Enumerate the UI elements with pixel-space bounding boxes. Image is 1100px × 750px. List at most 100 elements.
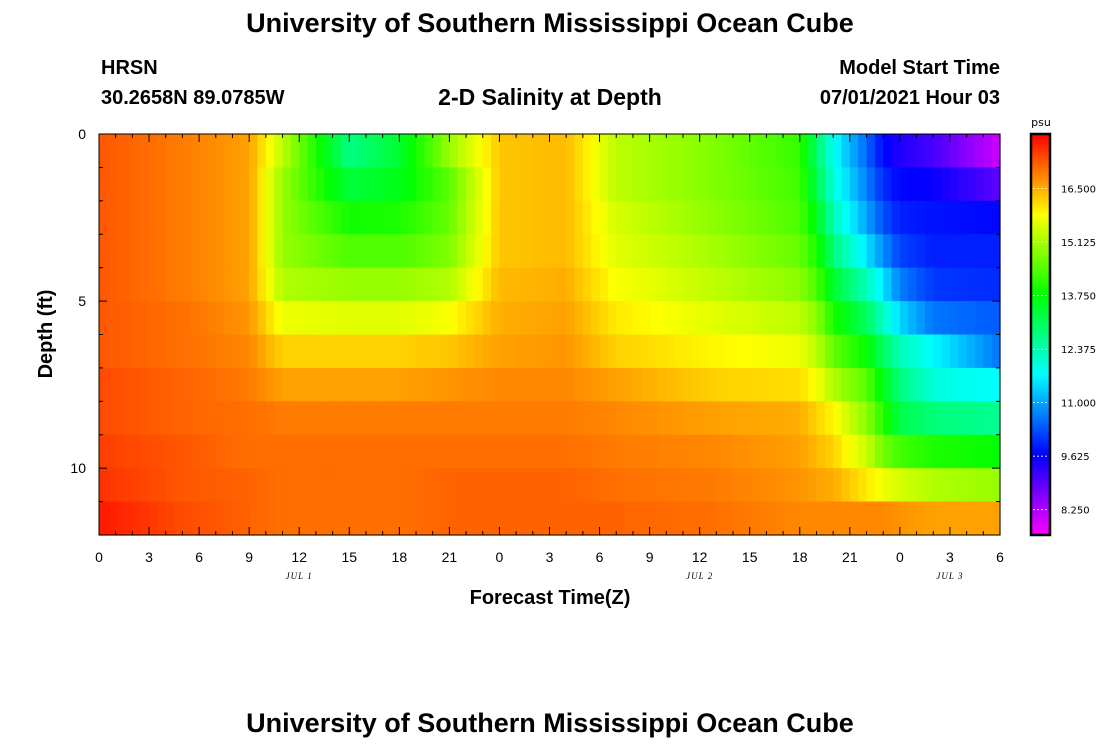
- heatmap-cell: [290, 334, 300, 369]
- heatmap-cell: [766, 468, 776, 503]
- heatmap-cell: [682, 301, 692, 336]
- heatmap-cell: [591, 267, 601, 302]
- heatmap-cell: [390, 134, 400, 169]
- heatmap-cell: [816, 367, 826, 402]
- heatmap-cell: [207, 301, 217, 336]
- heatmap-cell: [941, 468, 951, 503]
- heatmap-cell: [416, 200, 425, 235]
- heatmap-cell: [833, 267, 843, 302]
- heatmap-cell: [215, 434, 225, 469]
- heatmap-cell: [265, 434, 275, 469]
- heatmap-cell: [908, 367, 918, 402]
- heatmap-cell: [190, 234, 200, 269]
- heatmap-cell: [149, 334, 158, 369]
- heatmap-cell: [824, 401, 834, 436]
- heatmap-cell: [299, 267, 309, 302]
- heatmap-cell: [874, 401, 884, 436]
- heatmap-cell: [449, 367, 459, 402]
- heatmap-cell: [115, 301, 125, 336]
- heatmap-cell: [983, 334, 993, 369]
- heatmap-cell: [958, 267, 968, 302]
- heatmap-cell: [315, 134, 325, 169]
- heatmap-cell: [516, 134, 526, 169]
- heatmap-cell: [632, 334, 642, 369]
- heatmap-cell: [416, 134, 425, 169]
- heatmap-cell: [482, 267, 492, 302]
- colorbar: psu 16.500 15.125 13.750 12.375 11.000 9.625 8…: [1029, 116, 1096, 537]
- heatmap-cell: [724, 401, 734, 436]
- heatmap-cell: [432, 167, 442, 202]
- heatmap-cell: [924, 301, 934, 336]
- heatmap-cell: [190, 134, 200, 169]
- heatmap-cell: [382, 468, 392, 503]
- heatmap-cell: [99, 434, 108, 469]
- heatmap-cell: [649, 267, 659, 302]
- heatmap-cell: [115, 501, 125, 536]
- heatmap-cell: [524, 434, 534, 469]
- heatmap-cell: [649, 367, 659, 402]
- heatmap-cell: [891, 334, 901, 369]
- heatmap-cell: [791, 134, 801, 169]
- heatmap-cell: [315, 267, 325, 302]
- salinity-chart: 0 3 6 9 12 15 18 21 0 3 6 9 12 15 18 21 0 3 6 JUL 1 JUL 2 JUL…: [35, 116, 1096, 609]
- heatmap-cell: [591, 200, 601, 235]
- heatmap-cell: [457, 367, 467, 402]
- heatmap-cell: [532, 134, 542, 169]
- heatmap-cell: [207, 167, 217, 202]
- heatmap-cell: [574, 267, 584, 302]
- heatmap-cell: [783, 434, 793, 469]
- heatmap-cell: [407, 434, 417, 469]
- heatmap-cell: [307, 468, 317, 503]
- heatmap-cell: [958, 134, 968, 169]
- heatmap-cell: [858, 401, 868, 436]
- heatmap-cell: [808, 167, 818, 202]
- heatmap-cell: [99, 468, 108, 503]
- heatmap-cell: [474, 401, 484, 436]
- heatmap-cell: [240, 434, 250, 469]
- heatmap-cell: [749, 234, 759, 269]
- heatmap-cell: [858, 301, 868, 336]
- heatmap-cell: [941, 167, 951, 202]
- heatmap-cell: [365, 301, 375, 336]
- heatmap-cell: [324, 234, 334, 269]
- heatmap-cell: [649, 401, 659, 436]
- heatmap-cell: [299, 301, 309, 336]
- heatmap-cell: [424, 167, 434, 202]
- heatmap-cell: [524, 334, 534, 369]
- heatmap-cell: [841, 200, 851, 235]
- heatmap-cell: [265, 200, 275, 235]
- heatmap-cell: [115, 334, 125, 369]
- heatmap-cell: [833, 401, 843, 436]
- heatmap-cell: [899, 468, 909, 503]
- heatmap-cell: [416, 367, 425, 402]
- heatmap-cell: [866, 234, 876, 269]
- heatmap-cell: [574, 200, 584, 235]
- heatmap-cell: [582, 367, 592, 402]
- heatmap-cell: [115, 367, 125, 402]
- heatmap-cell: [541, 367, 551, 402]
- heatmap-cell: [157, 267, 167, 302]
- heatmap-cell: [499, 200, 509, 235]
- heatmap-cell: [874, 267, 884, 302]
- heatmap-cell: [399, 434, 409, 469]
- axes: 0 3 6 9 12 15 18 21 0 3 6 9 12 15 18 21 0 3 6 JUL 1 JUL 2 JUL…: [70, 126, 1004, 581]
- heatmap-cell: [315, 367, 325, 402]
- heatmap-cell: [607, 267, 617, 302]
- heatmap-cell: [966, 367, 976, 402]
- colorbar-tick-label: 13.750: [1061, 292, 1096, 303]
- heatmap-cell: [524, 267, 534, 302]
- heatmap-cell: [149, 234, 158, 269]
- colorbar-tick-label: 12.375: [1061, 345, 1096, 356]
- heatmap-cell: [641, 134, 651, 169]
- heatmap-cell: [374, 134, 384, 169]
- heatmap-cell: [708, 167, 717, 202]
- heatmap-cell: [641, 234, 651, 269]
- heatmap-cell: [482, 401, 492, 436]
- heatmap-cell: [708, 401, 717, 436]
- heatmap-cell: [532, 468, 542, 503]
- heatmap-cell: [190, 301, 200, 336]
- heatmap-cell: [557, 501, 567, 536]
- heatmap-cell: [966, 501, 976, 536]
- heatmap-cell: [624, 367, 634, 402]
- heatmap-cell: [449, 334, 459, 369]
